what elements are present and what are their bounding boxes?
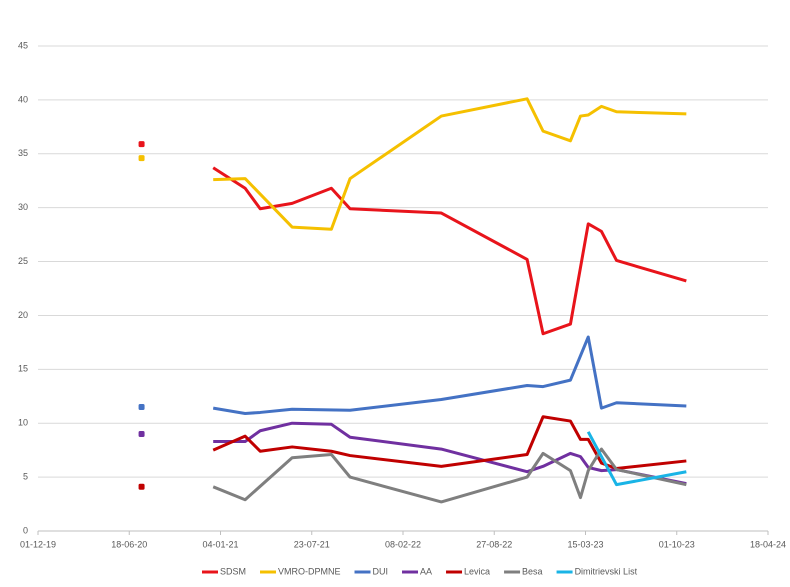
legend-label: SDSM <box>220 566 246 576</box>
series-line <box>212 447 687 504</box>
series-line <box>213 97 687 231</box>
y-tick-label: 10 <box>18 418 28 428</box>
y-tick-label: 30 <box>18 202 28 212</box>
x-tick-label: 01-10-23 <box>659 539 695 549</box>
series-line <box>212 335 687 416</box>
legend-label: DUI <box>373 566 389 576</box>
result-point <box>138 141 145 148</box>
legend-label: Levica <box>464 566 490 576</box>
legend-label: Besa <box>522 566 543 576</box>
x-tick-label: 04-01-21 <box>202 539 238 549</box>
y-tick-label: 0 <box>23 525 28 535</box>
legend-label: VMRO-DPMNE <box>278 566 341 576</box>
result-point <box>138 404 145 411</box>
y-tick-label: 25 <box>18 256 28 266</box>
y-tick-label: 40 <box>18 94 28 104</box>
x-tick-label: 27-08-22 <box>476 539 512 549</box>
series-line <box>586 431 687 487</box>
legend-label: AA <box>420 566 432 576</box>
x-tick-label: 01-12-19 <box>20 539 56 549</box>
x-tick-label: 18-04-24 <box>750 539 786 549</box>
y-tick-label: 20 <box>18 310 28 320</box>
series-line <box>212 166 687 336</box>
x-tick-label: 18-06-20 <box>111 539 147 549</box>
y-tick-label: 5 <box>23 471 28 481</box>
result-point <box>138 483 145 490</box>
x-tick-label: 23-07-21 <box>294 539 330 549</box>
x-tick-label: 15-03-23 <box>567 539 603 549</box>
y-tick-label: 45 <box>18 40 28 50</box>
result-point <box>138 431 145 437</box>
y-tick-label: 35 <box>18 148 28 158</box>
legend: SDSM VMRO-DPMNE DUI AA Levica Besa Dimitrievsk… <box>202 566 638 576</box>
legend-label: Dimitrievski List <box>575 566 638 576</box>
series-line <box>213 421 687 486</box>
y-tick-label: 15 <box>18 364 28 374</box>
result-point <box>138 155 145 162</box>
x-tick-label: 08-02-22 <box>385 539 421 549</box>
